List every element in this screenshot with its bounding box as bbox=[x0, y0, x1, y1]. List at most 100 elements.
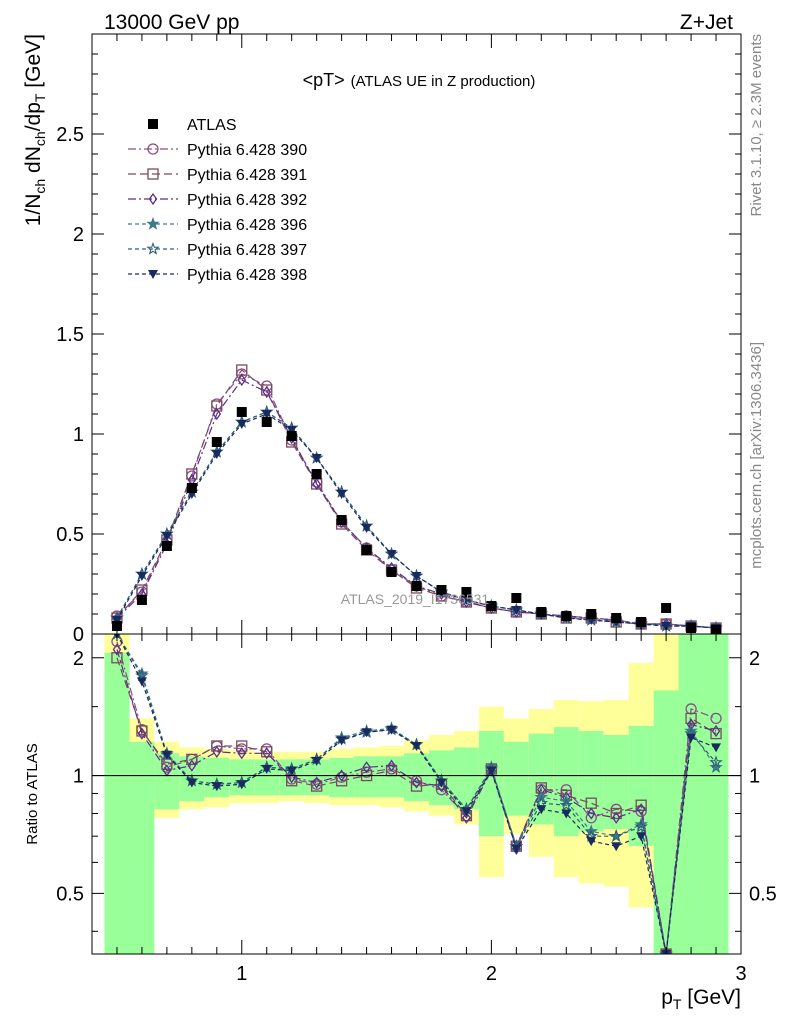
main-point bbox=[111, 616, 122, 625]
data-point bbox=[261, 417, 272, 427]
ratio-point bbox=[461, 807, 472, 817]
main-point bbox=[361, 524, 372, 533]
ratio-point bbox=[161, 750, 172, 760]
legend-entry: Pythia 6.428 397 bbox=[128, 241, 307, 259]
ratio-point bbox=[711, 743, 722, 753]
ratio-point bbox=[659, 946, 673, 954]
ratio-point bbox=[634, 819, 648, 833]
main-point bbox=[311, 454, 322, 463]
ratio-point bbox=[536, 805, 547, 815]
legend-label: Pythia 6.428 390 bbox=[187, 142, 307, 159]
data-point bbox=[486, 601, 497, 611]
data-point bbox=[361, 545, 372, 555]
ratio-point bbox=[312, 776, 321, 789]
legend-marker bbox=[148, 119, 158, 129]
legend-label: Pythia 6.428 397 bbox=[187, 242, 307, 259]
data-point bbox=[586, 609, 597, 619]
ratio-point bbox=[262, 747, 272, 760]
ratio-point bbox=[636, 832, 647, 842]
band-inner bbox=[653, 690, 679, 954]
main-point bbox=[336, 490, 347, 499]
ratio-point bbox=[137, 727, 147, 740]
main-point bbox=[286, 426, 297, 435]
main-plot-title-main: <pT> bbox=[303, 70, 345, 90]
ratio-point bbox=[462, 811, 471, 824]
data-point bbox=[336, 515, 347, 525]
ratio-point bbox=[709, 755, 723, 769]
band-inner bbox=[379, 756, 405, 798]
ratio-point bbox=[586, 807, 596, 820]
ratio-y-tick-label-right: 2 bbox=[749, 648, 760, 670]
ratio-point bbox=[136, 725, 148, 737]
main-point bbox=[212, 407, 222, 421]
ratio-point bbox=[710, 712, 722, 725]
data-point bbox=[186, 483, 197, 493]
data-point bbox=[636, 617, 647, 627]
main-plot-title-sub: (ATLAS UE in Z production) bbox=[351, 73, 536, 90]
legend-entry: ATLAS bbox=[148, 117, 237, 134]
data-point bbox=[211, 437, 222, 447]
band-inner bbox=[703, 634, 729, 954]
side-label-bottom: mcplots.cern.ch [arXiv:1306.3436] bbox=[748, 342, 765, 569]
data-point bbox=[411, 581, 422, 591]
ratio-point bbox=[609, 829, 623, 842]
main-point bbox=[661, 622, 672, 631]
ratio-point bbox=[236, 740, 248, 752]
y-tick-label: 1.5 bbox=[56, 324, 84, 346]
ratio-point bbox=[684, 723, 698, 737]
ratio-point bbox=[610, 807, 622, 820]
ratio-point bbox=[586, 837, 597, 847]
band-inner bbox=[129, 741, 155, 954]
ratio-point bbox=[636, 803, 646, 816]
y-tick-label: 2.5 bbox=[56, 124, 84, 146]
data-point bbox=[436, 585, 447, 595]
ratio-y-axis-label: Ratio to ATLAS bbox=[24, 743, 41, 844]
band-inner bbox=[104, 652, 130, 954]
data-point bbox=[286, 431, 297, 441]
legend-label: Pythia 6.428 398 bbox=[187, 267, 307, 284]
data-point bbox=[561, 611, 572, 621]
legend-entry: Pythia 6.428 392 bbox=[128, 192, 307, 209]
ratio-point bbox=[559, 798, 574, 811]
main-point bbox=[261, 410, 272, 419]
ratio-point bbox=[412, 776, 421, 789]
legend-entry: Pythia 6.428 390 bbox=[128, 142, 307, 159]
main-point bbox=[411, 572, 422, 581]
data-point bbox=[136, 595, 147, 605]
main-panel: ATLAS_2019_I1736531 0 0.5 1 1.5 2 2.5 <pT> (AT… bbox=[22, 33, 742, 646]
legend-marker bbox=[146, 216, 160, 230]
ratio-y-tick-label-right: 0.5 bbox=[749, 883, 777, 905]
band-inner bbox=[628, 725, 654, 847]
ratio-point bbox=[136, 677, 147, 687]
ratio-point bbox=[436, 778, 447, 788]
header-left: 13000 GeV pp bbox=[104, 11, 239, 34]
ratio-point bbox=[361, 728, 372, 738]
main-point bbox=[461, 596, 472, 605]
y-tick-label: 2 bbox=[73, 224, 84, 246]
main-plot-title: <pT> (ATLAS UE in Z production) bbox=[303, 70, 536, 90]
y-tick-label: 1 bbox=[73, 424, 84, 446]
ratio-point bbox=[387, 759, 396, 772]
side-label-top: Rivet 3.1.10, ≥ 2.3M events bbox=[748, 34, 765, 217]
data-point bbox=[161, 541, 172, 551]
ratio-point bbox=[286, 766, 297, 776]
ratio-point bbox=[261, 746, 273, 758]
uncertainty-bands bbox=[104, 634, 729, 954]
ratio-point bbox=[635, 799, 647, 811]
main-y-axis-label: 1/Nch dNch/dpT [GeV] bbox=[22, 34, 48, 226]
ratio-point bbox=[710, 727, 722, 740]
ratio-panel: 1 2 3 0.5 0.5 1 1 2 2 Ratio to ATLAS pT [GeV] bbox=[24, 633, 777, 1012]
main-axes: 0 0.5 1 1.5 2 2.5 bbox=[56, 33, 742, 646]
ratio-point bbox=[187, 759, 197, 772]
ratio-point bbox=[511, 844, 522, 854]
legend: ATLAS Pythia 6.428 390 Pythia 6.428 391 Pyt… bbox=[128, 117, 307, 284]
ratio-point bbox=[135, 666, 149, 680]
ratio-point bbox=[336, 736, 347, 746]
band-inner bbox=[503, 741, 529, 816]
ratio-point bbox=[410, 780, 423, 792]
legend-marker bbox=[147, 143, 159, 155]
y-tick-label: 0.5 bbox=[56, 524, 84, 546]
ratio-point bbox=[211, 740, 223, 752]
ratio-point bbox=[236, 780, 247, 790]
ratio-point bbox=[261, 764, 272, 774]
